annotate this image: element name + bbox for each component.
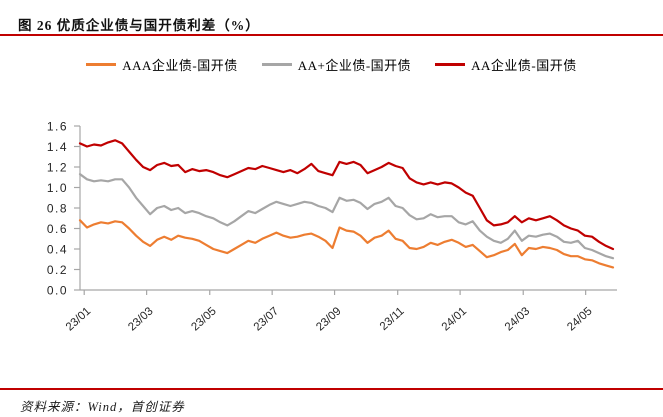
y-tick-label: 0.2 [47, 263, 68, 277]
legend-label: AA+企业债-国开债 [297, 58, 412, 73]
y-tick-label: 1.0 [47, 181, 68, 195]
legend-label: AA企业债-国开债 [471, 58, 577, 73]
y-tick-label: 1.6 [47, 120, 68, 134]
legend-line-swatch [435, 63, 466, 66]
line-chart: 0.0 0.2 0.4 0.6 0.8 1.0 1.2 1.4 1.6 23/01 23/03 23/… [47, 120, 617, 333]
footer-rule [0, 388, 663, 390]
legend-line-swatch [86, 63, 117, 66]
x-tick-label: 24/05 [565, 305, 594, 333]
series-line-1 [78, 173, 615, 260]
x-tick-label: 24/01 [440, 305, 469, 333]
series-line-0 [78, 219, 615, 269]
series-line-2 [78, 139, 615, 251]
legend-item: AAA企业债-国开债 [86, 55, 238, 74]
figure-title: 图 26 优质企业债与国开债利差（%） [18, 18, 260, 33]
y-tick-label: 0.4 [47, 243, 68, 257]
legend-item: AA+企业债-国开债 [261, 55, 412, 74]
y-tick-label: 0.8 [47, 202, 68, 216]
y-tick-label: 0.0 [47, 284, 68, 298]
title-rule [0, 34, 663, 36]
y-tick-label: 1.4 [47, 140, 68, 154]
x-tick-label: 23/03 [126, 305, 155, 333]
y-tick-label: 0.6 [47, 222, 68, 236]
x-tick-label: 23/11 [378, 305, 407, 333]
x-tick-label: 23/01 [64, 305, 93, 333]
x-tick-label: 23/09 [314, 305, 343, 333]
x-tick-label: 23/05 [189, 305, 218, 333]
y-tick-label: 1.2 [47, 161, 68, 175]
x-tick-label: 23/07 [252, 305, 281, 333]
chart-legend: AAA企业债-国开债 AA+企业债-国开债 AA企业债-国开债 [0, 55, 663, 74]
source-note: 资料来源：Wind，首创证券 [20, 400, 185, 414]
x-tick-label: 24/03 [503, 305, 532, 333]
legend-item: AA企业债-国开债 [435, 55, 577, 74]
legend-label: AAA企业债-国开债 [122, 58, 238, 73]
legend-line-swatch [261, 63, 292, 66]
